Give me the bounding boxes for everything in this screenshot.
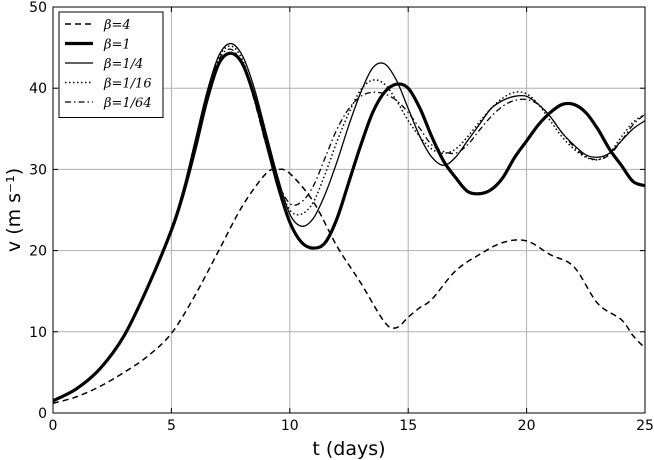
plot-frame <box>52 6 646 414</box>
axis-ticks: 0 5 10 15 20 25 0 10 20 30 40 50 <box>29 0 654 434</box>
y-tick-label: 30 <box>29 162 47 178</box>
legend-label-4: β=1/64 <box>103 96 152 111</box>
x-tick-label: 10 <box>281 418 299 434</box>
legend-box <box>58 11 164 118</box>
y-tick-label: 40 <box>29 81 47 97</box>
grid-lines <box>53 7 645 413</box>
x-tick-label: 15 <box>399 418 417 434</box>
y-tick-label: 10 <box>29 325 47 341</box>
x-tick-label: 5 <box>167 418 176 434</box>
y-tick-label: 0 <box>38 406 47 422</box>
x-axis-label: t (days) <box>312 438 385 460</box>
y-axis-label: v (m s⁻¹) <box>3 168 25 252</box>
series-layer <box>53 42 645 404</box>
legend: β=4 β=1 β=1/4 β=1/16 β=1/64 <box>58 11 164 118</box>
legend-label-1: β=1 <box>103 38 131 53</box>
series-line-4 <box>53 48 645 402</box>
y-tick-label: 20 <box>29 244 47 260</box>
legend-label-2: β=1/4 <box>103 57 143 72</box>
x-tick-label: 20 <box>518 418 536 434</box>
series-line-3 <box>53 45 645 402</box>
series-line-0 <box>53 168 645 404</box>
legend-label-0: β=4 <box>103 18 131 33</box>
legend-label-3: β=1/16 <box>103 77 152 92</box>
series-line-1 <box>53 51 645 403</box>
x-tick-label: 0 <box>49 418 58 434</box>
y-tick-label: 50 <box>29 0 47 16</box>
x-tick-label: 25 <box>636 418 654 434</box>
